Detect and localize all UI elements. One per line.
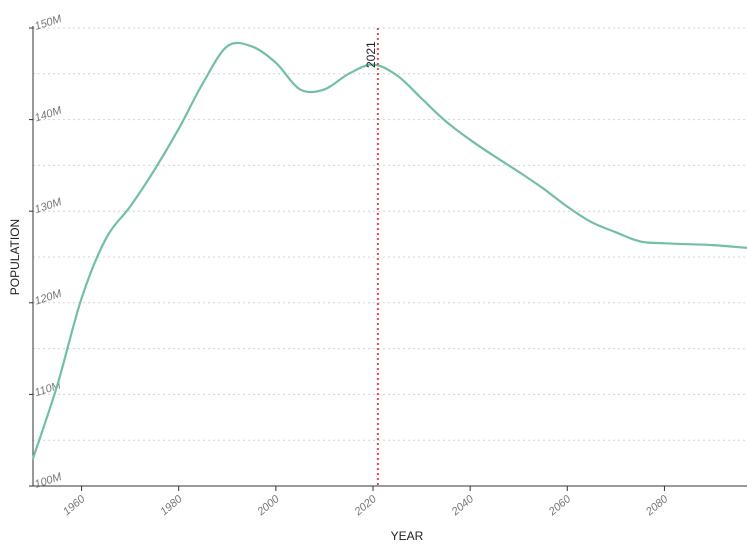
- x-tick-label: 2000: [255, 493, 283, 519]
- y-axis-title: POPULATION: [8, 219, 22, 295]
- x-tick-label: 1960: [61, 493, 88, 518]
- y-tick-label: 120M: [33, 287, 64, 307]
- y-tick-label: 140M: [33, 104, 64, 124]
- x-tick-label: 2020: [352, 493, 380, 519]
- x-tick-label: 1980: [158, 493, 185, 518]
- x-tick-label: 2060: [546, 493, 574, 519]
- grid-lines: [33, 27, 747, 441]
- y-tick-label: 150M: [33, 13, 64, 33]
- y-tick-label: 130M: [33, 196, 64, 216]
- x-axis-ticks: 1960 1980 2000 2020 2040 2060 2080: [61, 486, 671, 519]
- x-tick-label: 2040: [449, 493, 477, 519]
- axes: [32, 26, 747, 487]
- x-axis-title: YEAR: [391, 529, 424, 543]
- current-year-marker-label: 2021: [364, 41, 378, 68]
- population-series-line: [31, 41, 747, 460]
- y-tick-label: 100M: [33, 471, 64, 491]
- x-tick-label: 2080: [643, 493, 671, 519]
